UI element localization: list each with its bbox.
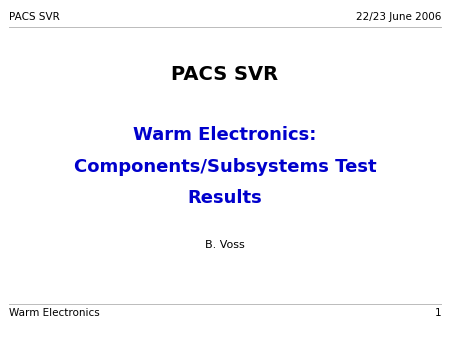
Text: PACS SVR: PACS SVR <box>171 65 279 84</box>
Text: Results: Results <box>188 189 262 207</box>
Text: PACS SVR: PACS SVR <box>9 12 60 22</box>
Text: 1: 1 <box>434 308 441 318</box>
Text: Warm Electronics: Warm Electronics <box>9 308 100 318</box>
Text: Warm Electronics:: Warm Electronics: <box>133 126 317 144</box>
Text: 22/23 June 2006: 22/23 June 2006 <box>356 12 441 22</box>
Text: B. Voss: B. Voss <box>205 240 245 250</box>
Text: Components/Subsystems Test: Components/Subsystems Test <box>74 158 376 176</box>
